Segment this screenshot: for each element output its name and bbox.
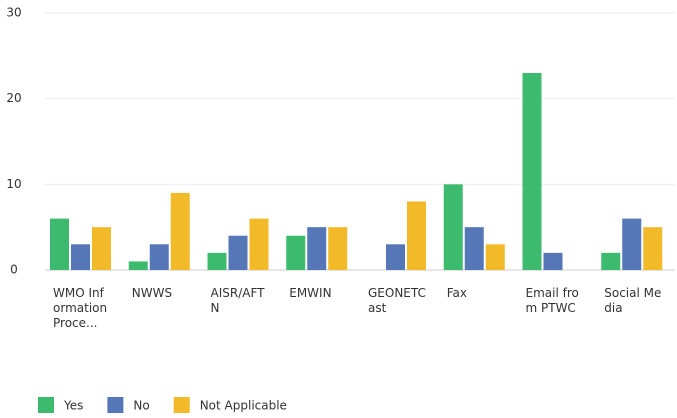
bar: [307, 227, 327, 270]
bar: [92, 227, 111, 270]
x-tick-label-box: NWWS: [131, 286, 173, 300]
bar: [249, 218, 269, 270]
bar: [170, 192, 190, 270]
y-tick-label: 20: [6, 91, 21, 105]
x-tick-label-box: GEONETCast: [368, 286, 426, 315]
bar: [50, 218, 69, 270]
x-tick-label: WMO Information Proce...: [53, 286, 108, 330]
bar: [128, 261, 148, 270]
x-tick-label: Fax: [446, 286, 468, 300]
bar: [485, 244, 505, 270]
legend-label: Yes: [63, 399, 83, 413]
legend-label: Not Applicable: [200, 399, 287, 413]
x-tick-label-box: EMWIN: [289, 286, 332, 300]
legend-label: No: [133, 399, 149, 413]
bar: [386, 244, 405, 270]
bar: [643, 227, 663, 270]
x-tick-label-box: Fax: [446, 286, 468, 300]
y-tick-label: 10: [6, 177, 21, 191]
y-tick-label: 30: [6, 6, 21, 20]
bar: [149, 244, 169, 270]
bar: [407, 201, 426, 270]
legend-swatch: [107, 397, 124, 413]
x-tick-label: Social Media: [604, 286, 662, 315]
bar: [601, 252, 621, 270]
bar: [71, 244, 90, 270]
x-tick-label: GEONETCast: [368, 286, 426, 315]
bar: [286, 235, 306, 270]
bar: [522, 72, 542, 270]
bar: [443, 184, 463, 270]
bar: [622, 218, 642, 270]
bar: [207, 252, 227, 270]
y-tick-label: 0: [10, 263, 18, 277]
x-tick-label: EMWIN: [289, 286, 332, 300]
bar: [543, 252, 563, 270]
legend-swatch: [173, 397, 190, 413]
bar: [228, 235, 248, 270]
x-tick-label-box: Social Media: [604, 286, 662, 315]
bar: [328, 227, 348, 270]
x-tick-label-box: AISR/AFTN: [210, 286, 265, 315]
legend-swatch: [38, 397, 54, 413]
x-tick-label: Email from PTWC: [525, 286, 579, 315]
x-tick-label: AISR/AFTN: [210, 286, 265, 315]
x-tick-label: NWWS: [131, 286, 173, 300]
x-tick-label-box: WMO Information Proce...: [53, 286, 108, 330]
x-tick-label-box: Email from PTWC: [525, 286, 579, 315]
bar: [464, 227, 484, 270]
